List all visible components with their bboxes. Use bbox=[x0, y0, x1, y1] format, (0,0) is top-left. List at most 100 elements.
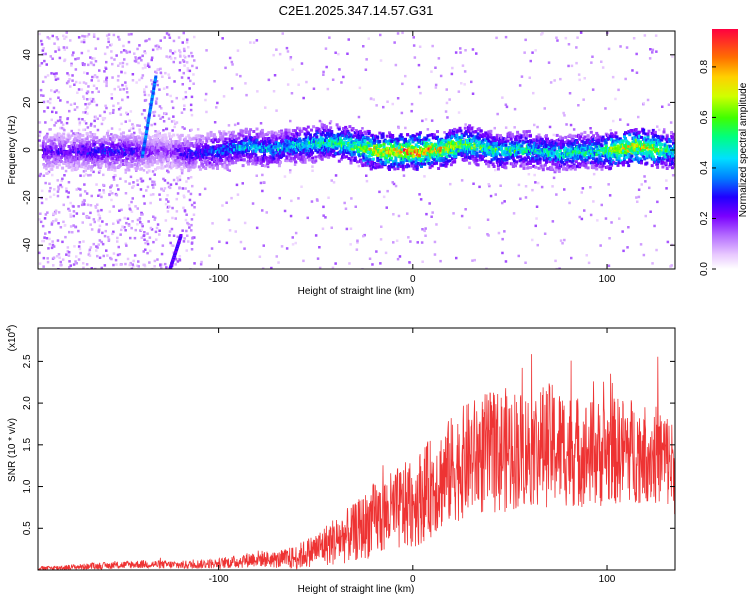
spectrogram-noise-point bbox=[637, 188, 641, 191]
spectrogram-noise-point bbox=[82, 40, 86, 44]
spectrogram-noise-point bbox=[38, 218, 41, 221]
spectrogram-ridge-point bbox=[351, 127, 355, 130]
spectrogram-noise-point bbox=[245, 93, 248, 97]
spectrogram-ridge-point bbox=[371, 165, 375, 169]
spectrogram-noise-point bbox=[147, 93, 151, 97]
spectrogram-noise-point bbox=[325, 155, 328, 159]
spectrogram-ridge-point bbox=[264, 164, 268, 168]
chart-title: C2E1.2025.347.14.57.G31 bbox=[279, 3, 434, 18]
spectrogram-ridge-point bbox=[267, 131, 271, 135]
spectrogram-noise-point bbox=[109, 190, 112, 193]
spectrogram-noise-point bbox=[178, 61, 182, 64]
spectrogram-ridge-point bbox=[370, 160, 374, 164]
spectrogram-ridge-point bbox=[409, 149, 413, 153]
spectrogram-noise-point bbox=[501, 237, 504, 241]
spectrogram-noise-point bbox=[44, 75, 47, 79]
spectrogram-ridge-point bbox=[134, 138, 138, 142]
spectrogram-noise-point bbox=[38, 139, 41, 142]
spectrogram-noise-point bbox=[136, 179, 139, 182]
spectrogram-noise-point bbox=[255, 39, 259, 42]
spectrogram-noise-point bbox=[38, 174, 42, 178]
spectrogram-noise-point bbox=[49, 128, 52, 131]
spectrogram-noise-point bbox=[172, 244, 175, 247]
spectrogram-ridge-point bbox=[421, 157, 425, 161]
spectrogram-ridge-point bbox=[232, 130, 235, 134]
spectrogram-noise-point bbox=[189, 79, 192, 83]
spectrogram-ridge-point bbox=[82, 160, 86, 164]
spectrogram-ridge-point bbox=[219, 161, 223, 165]
spectrogram-noise-point bbox=[193, 206, 196, 209]
spectrogram-noise-point bbox=[151, 48, 155, 52]
spectrogram-noise-point bbox=[455, 256, 458, 260]
spectrogram-noise-point bbox=[513, 126, 516, 129]
spectrogram-noise-point bbox=[161, 115, 165, 119]
spectrogram-noise-point bbox=[192, 82, 195, 85]
spectrogram-ridge-point bbox=[218, 130, 222, 134]
spectrogram-ridge-point bbox=[194, 137, 198, 141]
spectrogram-noise-point bbox=[345, 227, 349, 231]
spectrogram-noise-point bbox=[528, 76, 531, 79]
spectrogram-noise-point bbox=[82, 262, 85, 265]
spectrogram-ridge-point bbox=[110, 152, 114, 156]
spectrogram-noise-point bbox=[118, 62, 122, 65]
spectrogram-ridge-point bbox=[55, 134, 59, 138]
spectrogram-ridge-point bbox=[146, 161, 150, 165]
spectrogram-noise-point bbox=[486, 218, 490, 221]
spectrogram-noise-point bbox=[221, 37, 224, 40]
spectrogram-noise-point bbox=[651, 48, 655, 52]
spectrogram-noise-point bbox=[119, 177, 122, 180]
spectrogram-ridge-point bbox=[148, 159, 152, 163]
spectrogram-noise-point bbox=[365, 179, 369, 183]
spectrogram-ridge-point bbox=[102, 137, 106, 141]
spectrogram-noise-point bbox=[68, 266, 71, 269]
spectrogram-ridge-point bbox=[160, 163, 164, 167]
spectrogram-ridge-point bbox=[208, 165, 212, 169]
spectrogram-ridge-point bbox=[312, 125, 316, 129]
spectrogram-ridge-point bbox=[164, 147, 168, 151]
spectrogram-noise-point bbox=[170, 100, 174, 103]
spectrogram-ridge-point bbox=[265, 143, 269, 147]
spectrogram-ridge-point bbox=[334, 136, 338, 140]
spectrogram-ridge-point bbox=[76, 139, 80, 143]
spectrogram-ridge-point bbox=[408, 142, 412, 146]
spectrogram-ridge-point bbox=[388, 164, 391, 168]
spectrogram-ridge-point bbox=[342, 142, 345, 146]
spectrogram-noise-point bbox=[140, 228, 143, 232]
spectrogram-ridge-point bbox=[330, 132, 334, 136]
spectrogram-ridge-point bbox=[329, 126, 333, 130]
spectrogram-noise-point bbox=[179, 51, 182, 54]
spectrogram-noise-point bbox=[83, 203, 86, 206]
spectrogram-ridge-point bbox=[48, 139, 52, 143]
spectrogram-noise-point bbox=[412, 44, 416, 47]
spectrogram-noise-point bbox=[94, 267, 97, 269]
spectrogram-ridge-point bbox=[159, 134, 163, 138]
spectrogram-noise-point bbox=[362, 234, 365, 238]
spectrogram-ridge-point bbox=[284, 128, 288, 132]
spectrogram-ridge-point bbox=[245, 143, 249, 147]
spectrogram-noise-point bbox=[71, 79, 74, 82]
spectrogram-noise-point bbox=[267, 78, 271, 82]
spectrogram-ridge-point bbox=[236, 154, 240, 158]
spectrogram-noise-point bbox=[297, 83, 300, 86]
spectrogram-noise-point bbox=[83, 120, 86, 123]
spectrogram-noise-point bbox=[48, 101, 52, 105]
spectrogram-ridge-point bbox=[261, 156, 265, 160]
spectrogram-ridge-point bbox=[73, 156, 77, 160]
spectrogram-noise-point bbox=[330, 226, 333, 229]
spectrogram-ridge-point bbox=[224, 158, 228, 162]
spectrogram-noise-point bbox=[504, 126, 508, 129]
spectrogram-noise-point bbox=[391, 181, 394, 184]
spectrogram-ridge-point bbox=[153, 135, 156, 139]
spectrogram-noise-point bbox=[589, 186, 592, 189]
spectrogram-ridge-point bbox=[244, 131, 248, 134]
spectrogram-noise-point bbox=[142, 194, 145, 198]
spectrogram-noise-point bbox=[311, 169, 314, 172]
spectrogram-ridge-point bbox=[338, 150, 342, 154]
spectrogram-ridge-point bbox=[202, 165, 206, 169]
spectrogram-ridge-point bbox=[359, 129, 363, 133]
spectrogram-ridge-point bbox=[206, 146, 210, 150]
spectrogram-noise-point bbox=[48, 231, 51, 234]
spectrogram-ridge-point bbox=[203, 159, 207, 163]
spectrogram-noise-point bbox=[111, 232, 114, 236]
spectrogram-noise-point bbox=[607, 264, 611, 267]
